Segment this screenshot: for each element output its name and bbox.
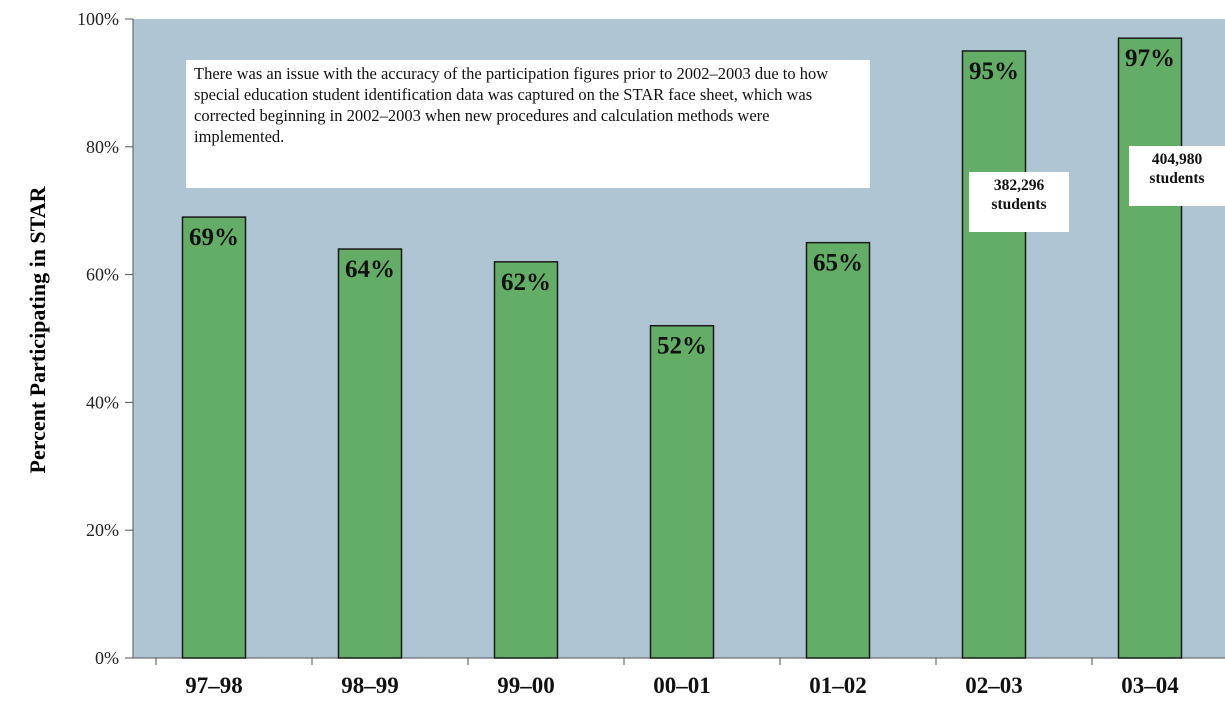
bar-value-label: 69% [189, 224, 239, 251]
student-count-box-0203: 382,296 students [969, 172, 1069, 232]
bar-value-label: 97% [1125, 45, 1175, 72]
x-category-label: 98–99 [341, 673, 399, 698]
bar-value-label: 65% [813, 250, 863, 277]
bar-value-label: 52% [657, 333, 707, 360]
bar-01–02 [805, 241, 871, 659]
x-category-label: 03–04 [1121, 673, 1179, 698]
y-tick-label: 20% [86, 520, 119, 540]
y-tick-label: 40% [86, 392, 119, 412]
y-tick-label: 0% [95, 648, 119, 668]
x-category-label: 97–98 [185, 673, 243, 698]
y-tick-label: 80% [86, 137, 119, 157]
student-count-unit-0304: students [1149, 170, 1205, 187]
student-count-box-0304: 404,980 students [1129, 146, 1225, 206]
student-count-number-0304: 404,980 [1151, 151, 1203, 168]
y-axis-title: Percent Participating in STAR [25, 186, 50, 474]
x-category-label: 00–01 [653, 673, 711, 698]
y-tick-label: 100% [77, 9, 119, 29]
bar-98–99 [337, 248, 403, 659]
y-tick-label: 60% [86, 265, 119, 285]
bar-02–03 [961, 50, 1027, 659]
bar-value-label: 95% [969, 58, 1019, 85]
annotation-note: There was an issue with the accuracy of … [186, 60, 870, 188]
bar-99–00 [493, 261, 559, 659]
bar-00–01 [649, 324, 715, 659]
bar-97–98 [181, 216, 247, 659]
bar-value-label: 64% [345, 256, 395, 283]
bar-03–04 [1117, 37, 1183, 659]
x-category-label: 99–00 [497, 673, 555, 698]
student-count-unit-0203: students [991, 196, 1047, 213]
x-category-label: 02–03 [965, 673, 1023, 698]
bar-value-label: 62% [501, 269, 551, 296]
x-category-label: 01–02 [809, 673, 867, 698]
student-count-number-0203: 382,296 [993, 177, 1045, 194]
y-axis-title-wrap: Percent Participating in STAR [0, 0, 60, 660]
